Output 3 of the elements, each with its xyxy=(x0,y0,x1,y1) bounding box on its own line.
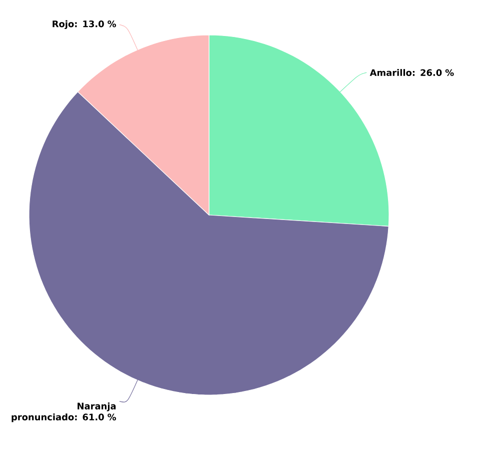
slice-label: Amarillo: 26.0 % xyxy=(370,69,454,76)
slice-label: Naranja pronunciado: 61.0 % xyxy=(12,402,116,422)
slice-label: Rojo: 13.0 % xyxy=(52,20,116,30)
